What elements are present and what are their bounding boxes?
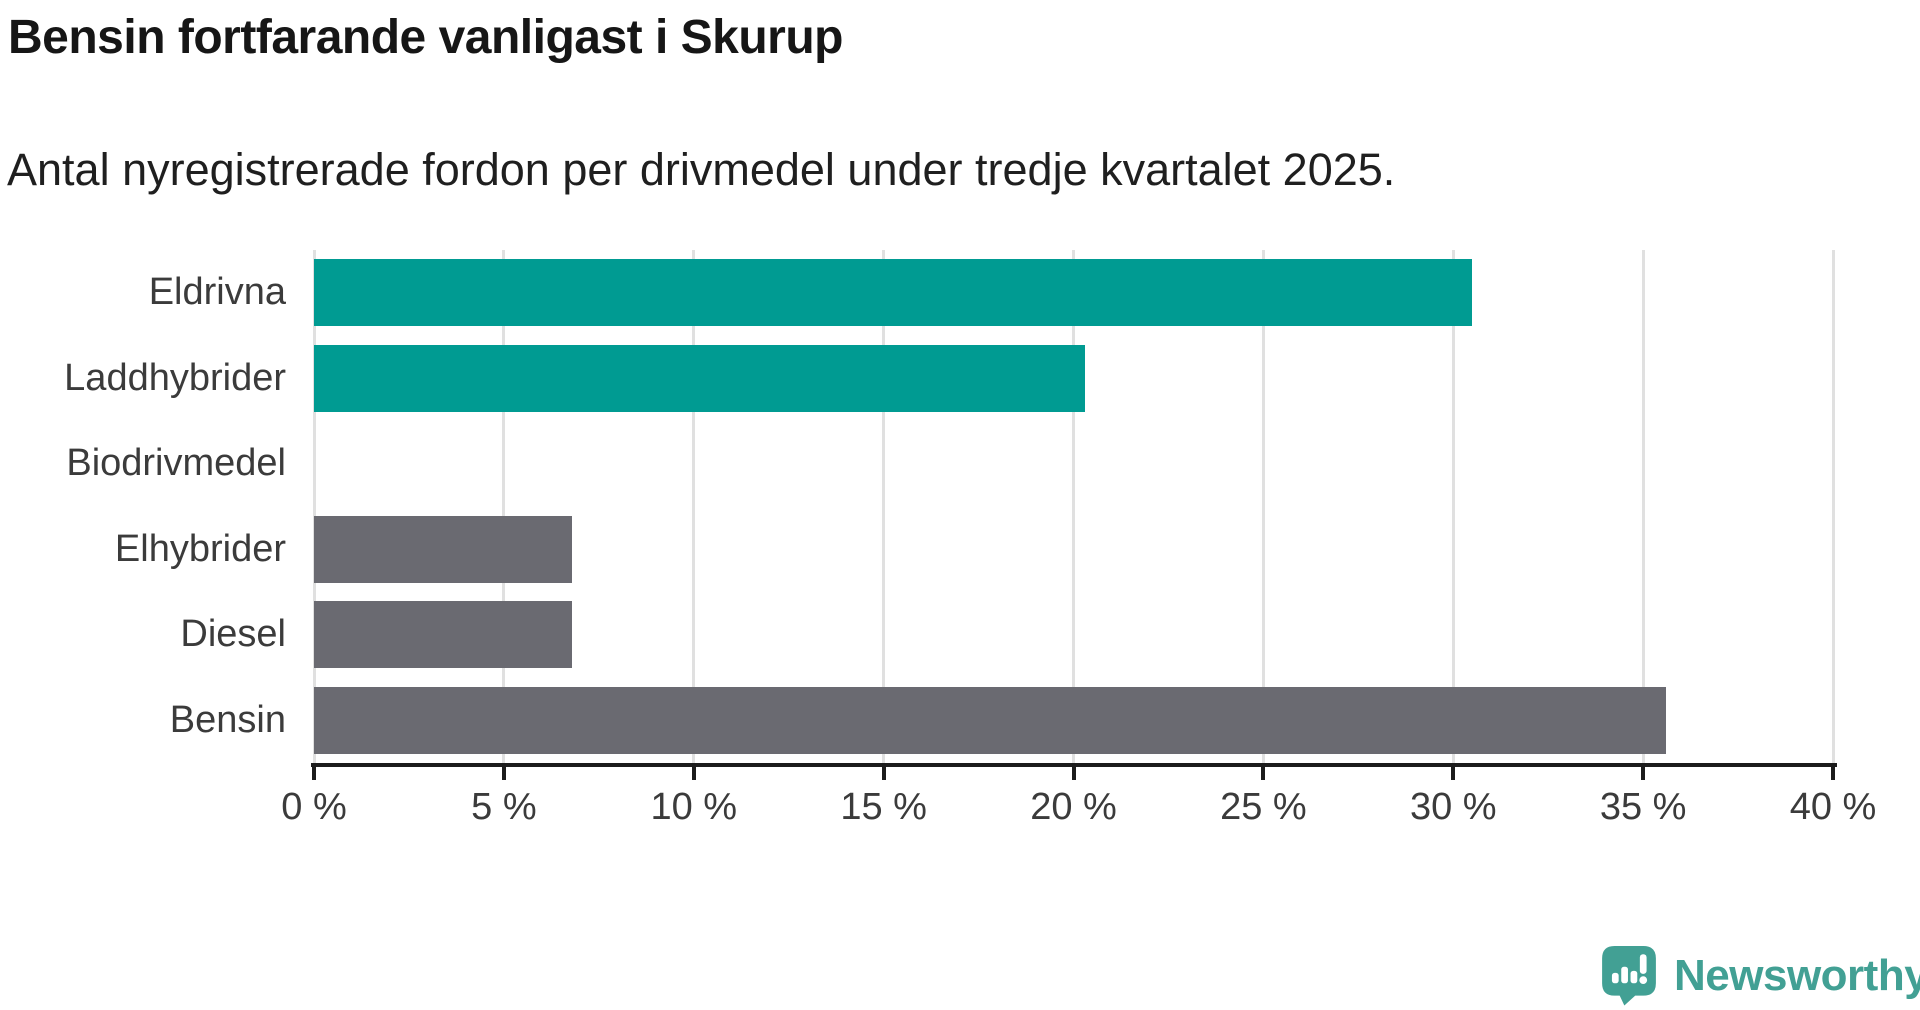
bar <box>314 601 573 669</box>
category-label: Eldrivna <box>148 271 286 314</box>
axis-tick <box>312 763 316 780</box>
chart-title: Bensin fortfarande vanligast i Skurup <box>8 11 844 64</box>
category-label: Biodrivmedel <box>66 442 286 485</box>
newsworthy-logo-icon <box>1602 946 1656 1006</box>
axis-tick-label: 10 % <box>650 786 738 828</box>
newsworthy-logo: Newsworthy <box>1602 946 1920 1006</box>
bar <box>314 259 1473 327</box>
axis-tick <box>1071 763 1076 780</box>
chart-subtitle: Antal nyregistrerade fordon per drivmede… <box>7 144 1396 195</box>
axis-tick <box>1451 763 1456 780</box>
axis-tick <box>1831 763 1835 780</box>
category-label: Diesel <box>180 613 286 656</box>
gridline <box>1641 250 1645 763</box>
axis-tick <box>691 763 696 780</box>
category-label: Laddhybrider <box>64 356 286 399</box>
axis-tick <box>881 763 886 780</box>
axis-tick-label: 15 % <box>840 786 927 828</box>
axis-tick-label: 5 % <box>471 786 537 828</box>
gridline <box>1831 250 1835 763</box>
newsworthy-logo-text: Newsworthy <box>1674 951 1920 1000</box>
gridline <box>1451 250 1455 763</box>
axis-tick <box>501 763 506 780</box>
gridline <box>1261 250 1265 763</box>
axis-tick-label: 30 % <box>1409 786 1497 828</box>
gridline <box>502 250 506 763</box>
axis-tick-label: 20 % <box>1030 786 1117 828</box>
bar <box>314 515 573 583</box>
axis-tick-label: 35 % <box>1599 786 1687 828</box>
axis-tick-label: 25 % <box>1220 786 1307 828</box>
bar <box>314 344 1085 412</box>
gridline <box>312 250 316 763</box>
axis-tick <box>1641 763 1646 780</box>
axis-tick <box>1261 763 1266 780</box>
gridline <box>1072 250 1075 763</box>
bar <box>314 686 1666 754</box>
axis-tick-label: 40 % <box>1789 786 1877 828</box>
axis-tick-label: 0 % <box>281 786 347 828</box>
category-label: Elhybrider <box>114 527 286 570</box>
category-label: Bensin <box>169 698 286 741</box>
gridline <box>882 250 886 763</box>
gridline <box>692 250 696 763</box>
